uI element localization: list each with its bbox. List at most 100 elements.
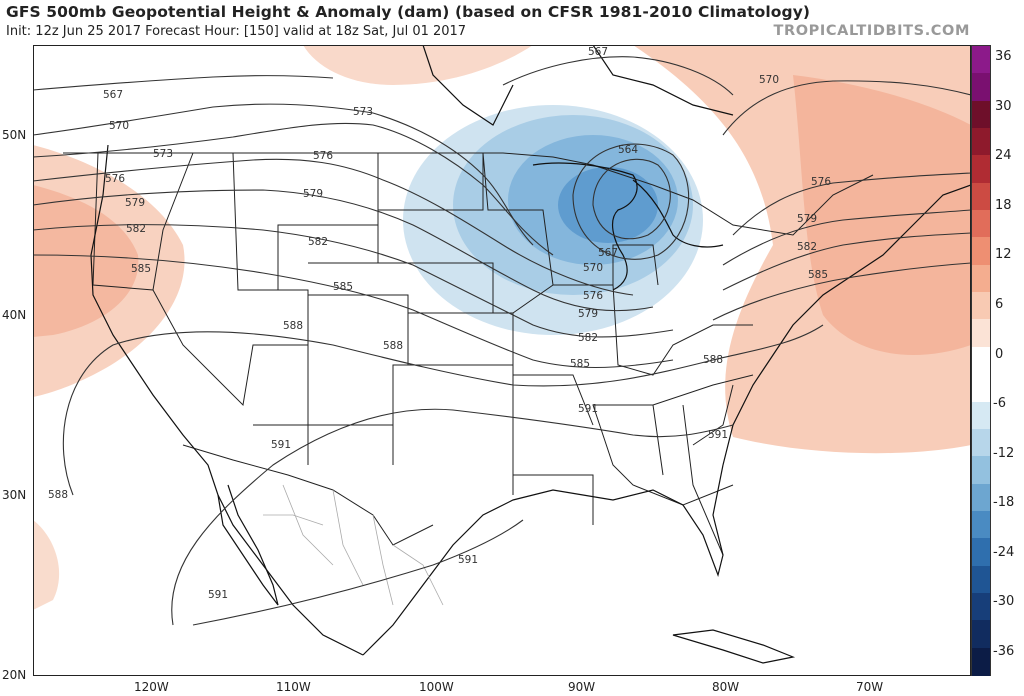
contour-582-plains: 582 (308, 236, 328, 248)
lon-label-70w: 70W (856, 680, 884, 694)
contour-579-low: 579 (578, 308, 598, 320)
lon-label-110w: 110W (276, 680, 311, 694)
contour-591-tx: 591 (578, 403, 598, 415)
colorbar-segment (972, 182, 990, 211)
contour-line-576-ne (732, 172, 971, 236)
lat-label-50n: 50N (2, 128, 27, 142)
contour-591-se: 591 (708, 429, 728, 441)
colorbar-segment (972, 237, 990, 266)
colorbar-tick-label: -18 (993, 495, 1015, 511)
colorbar-segment (972, 73, 990, 102)
lat-label-40n: 40N (2, 308, 27, 322)
colorbar-segment (972, 401, 990, 430)
colorbar-tick-label: 36 (995, 49, 1012, 64)
contour-573-canada: 573 (353, 106, 373, 118)
colorbar-segment (972, 374, 990, 403)
lat-label-30n: 30N (2, 488, 27, 502)
colorbar-segment (972, 128, 990, 156)
anomaly-colorbar (971, 45, 991, 676)
contour-570-nw: 570 (109, 120, 129, 132)
lon-label-90w: 90W (568, 680, 596, 694)
colorbar-tick-label: -24 (993, 544, 1015, 560)
contour-582-nw: 582 (126, 223, 146, 235)
map-panel[interactable]: 567 570 573 576 579 582 585 573 576 579 582 585 588 5… (33, 45, 971, 676)
contour-588-east: 588 (703, 354, 723, 366)
contour-labels: 5675705735765795825855735765795825855885… (48, 46, 831, 601)
contour-582-low: 582 (578, 332, 598, 344)
contour-585-low: 585 (570, 358, 590, 370)
contour-line-585-ne (712, 262, 971, 321)
contour-588-central: 588 (383, 340, 403, 352)
eastern-states (553, 244, 754, 556)
colorbar-segment (972, 319, 990, 348)
contour-591-gulf: 591 (208, 589, 228, 601)
colorbar-segment (972, 456, 990, 485)
contour-line-576 (33, 158, 634, 296)
colorbar-tick-label: 0 (995, 346, 1004, 362)
contour-line-closed-low-2 (572, 143, 690, 260)
contour-line-588 (62, 324, 824, 496)
contour-line-582-ne (722, 232, 971, 291)
colorbar-tick-label: -30 (993, 594, 1015, 610)
hudson-coast (422, 45, 734, 126)
colorbar-segment (972, 46, 990, 74)
contour-570-ne: 570 (759, 74, 779, 86)
anomaly-positive-west-core (33, 185, 139, 337)
colorbar-segment (972, 510, 990, 539)
map-subtitle: Init: 12z Jun 25 2017 Forecast Hour: [15… (6, 24, 467, 39)
contour-576-low: 576 (583, 290, 603, 302)
map-title: GFS 500mb Geopotential Height & Anomaly … (6, 3, 811, 21)
colorbar-segment (972, 155, 990, 184)
contour-line-567-nw (33, 75, 334, 91)
coastlines (90, 45, 971, 664)
contour-line-closed-low (592, 158, 671, 240)
atlantic-coast (722, 184, 971, 466)
gulf-coast (362, 464, 724, 656)
lon-label-120w: 120W (134, 680, 169, 694)
contour-570-low: 570 (583, 262, 603, 274)
contour-567-low: 567 (598, 247, 618, 259)
colorbar-tick-label: 6 (995, 296, 1004, 312)
anomaly-positive-sw (33, 520, 60, 610)
lat-label-20n: 20N (2, 668, 27, 682)
contour-line-582 (33, 224, 674, 338)
contour-585-ne: 585 (808, 269, 828, 281)
central-states (308, 152, 594, 525)
colorbar-tick-label: -12 (993, 445, 1015, 461)
lon-label-80w: 80W (712, 680, 740, 694)
colorbar-segment (972, 538, 990, 567)
anomaly-negative-core (558, 167, 658, 243)
colorbar-segment (972, 210, 990, 239)
contour-588-west: 588 (283, 320, 303, 332)
colorbar-segment (972, 100, 990, 129)
baja-peninsula (217, 484, 279, 606)
colorbar-tick-label: 30 (995, 98, 1012, 114)
contour-564-low: 564 (618, 144, 638, 156)
pacific-coast (90, 144, 364, 656)
colorbar-segment (972, 565, 990, 594)
contour-591-sw: 591 (271, 439, 291, 451)
contour-585-nw: 585 (131, 263, 151, 275)
contour-line-579-ne (722, 209, 971, 266)
lon-label-100w: 100W (419, 680, 454, 694)
anomaly-positive-north (303, 45, 533, 85)
great-lakes (532, 162, 724, 291)
colorbar-tick-label: -36 (993, 644, 1015, 659)
height-contours (33, 56, 971, 626)
colorbar-segment (972, 346, 990, 375)
colorbar-tick-label: 24 (995, 148, 1012, 164)
map-svg: 5675705735765795825855735765795825855885… (33, 45, 971, 664)
contour-line-567-north (502, 56, 734, 96)
contour-line-573 (33, 122, 554, 256)
colorbar-segment (972, 620, 990, 649)
colorbar-segment (972, 292, 990, 321)
contour-588-pacific: 588 (48, 489, 68, 501)
colorbar-segment (972, 647, 990, 676)
contour-579-nw: 579 (125, 197, 145, 209)
contour-576-plains: 576 (313, 150, 333, 162)
brand-watermark[interactable]: TROPICALTIDBITS.COM (773, 23, 970, 39)
colorbar-tick-label: 12 (995, 247, 1012, 263)
contour-582-ne: 582 (797, 241, 817, 253)
colorbar-segment (972, 264, 990, 293)
colorbar-segment (972, 428, 990, 457)
